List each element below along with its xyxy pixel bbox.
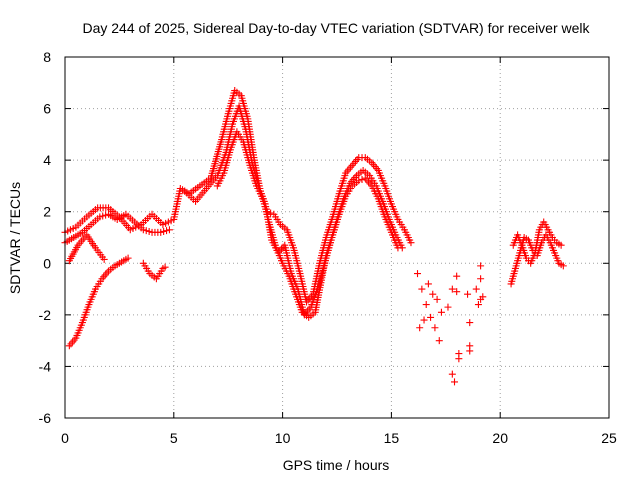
y-tick-label: -2 <box>39 307 52 323</box>
data-point <box>100 255 108 263</box>
data-point <box>407 239 415 247</box>
data-point <box>163 227 171 235</box>
data-point <box>559 262 567 270</box>
data-point <box>444 303 452 311</box>
data-point <box>355 177 363 185</box>
data-point <box>453 288 461 296</box>
y-tick-label: 4 <box>43 152 51 168</box>
y-tick-label: 0 <box>43 255 51 271</box>
y-tick-label: -6 <box>39 410 52 426</box>
tick-labels: 0 5 10 15 20 25 -6 -4 -2 0 2 4 6 8 <box>39 49 617 446</box>
data-point <box>414 270 422 278</box>
data-point <box>474 301 482 309</box>
data-point <box>477 295 485 303</box>
y-tick-label: 6 <box>43 101 51 117</box>
data-point <box>418 285 426 293</box>
data-point <box>472 285 480 293</box>
x-tick-label: 15 <box>384 430 400 446</box>
data-point <box>160 227 168 235</box>
data-point <box>431 324 439 332</box>
x-tick-label: 10 <box>275 430 291 446</box>
data-point <box>358 175 366 183</box>
data-point <box>422 301 430 309</box>
x-tick-label: 20 <box>492 430 508 446</box>
chart-title: Day 244 of 2025, Sidereal Day-to-day VTE… <box>82 20 590 36</box>
data-point <box>437 308 445 316</box>
data-point <box>455 355 463 363</box>
y-tick-label: 2 <box>43 204 51 220</box>
data-point <box>394 244 402 252</box>
data-point <box>99 212 107 220</box>
data-point <box>157 228 165 236</box>
data-point <box>420 316 428 324</box>
x-tick-label: 25 <box>601 430 617 446</box>
data-point <box>448 370 456 378</box>
data-point <box>424 280 432 288</box>
x-tick-label: 5 <box>170 430 178 446</box>
data-point <box>453 272 461 280</box>
data-point <box>124 254 132 262</box>
data-point <box>466 347 474 355</box>
data-point <box>142 227 150 235</box>
data-point <box>165 226 173 234</box>
x-tick-label: 0 <box>61 430 69 446</box>
data-point <box>145 227 153 235</box>
data-point <box>477 275 485 283</box>
data-points <box>61 87 567 386</box>
y-axis-label: SDTVAR / TECUs <box>7 182 23 294</box>
data-point <box>161 263 169 271</box>
data-point <box>477 262 485 270</box>
data-point <box>416 324 424 332</box>
plot-border <box>64 56 610 419</box>
data-point <box>464 290 472 298</box>
data-point <box>96 213 104 221</box>
data-point <box>448 285 456 293</box>
y-tick-label: -4 <box>39 358 52 374</box>
x-axis-label: GPS time / hours <box>283 457 390 473</box>
data-point <box>435 337 443 345</box>
data-point <box>451 378 459 386</box>
data-point <box>433 295 441 303</box>
data-point <box>429 290 437 298</box>
data-point <box>427 313 435 321</box>
data-point <box>466 319 474 327</box>
data-point <box>267 209 275 217</box>
y-tick-label: 8 <box>43 49 51 65</box>
data-point <box>557 241 565 249</box>
data-point <box>139 226 147 234</box>
